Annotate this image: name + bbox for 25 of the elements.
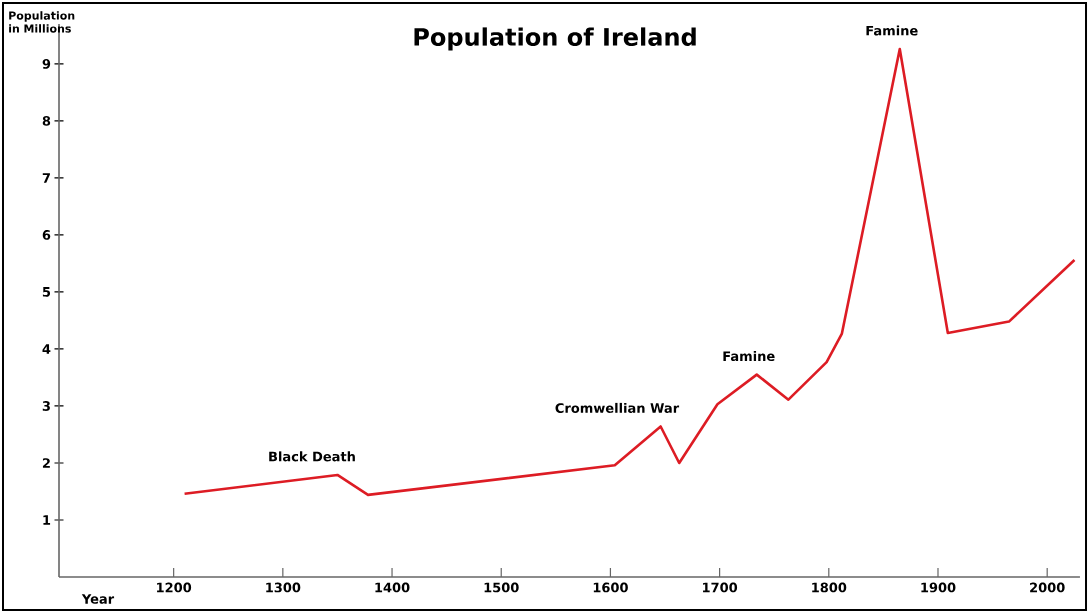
y-tick-label: 2 bbox=[42, 458, 50, 468]
chart-title: Population of Ireland bbox=[414, 27, 696, 51]
x-tick-label: 1900 bbox=[921, 582, 956, 593]
y-tick-label: 4 bbox=[42, 344, 51, 354]
x-tick-label: 1800 bbox=[812, 582, 847, 593]
x-tick-label: 2000 bbox=[1030, 582, 1065, 593]
annotation: Cromwellian War bbox=[555, 402, 680, 413]
y-axis-title: Population in Millions bbox=[9, 11, 75, 33]
x-tick-label: 1700 bbox=[702, 582, 738, 593]
annotation: Famine bbox=[866, 25, 918, 36]
y-tick-label: 7 bbox=[42, 173, 50, 183]
x-axis-title: Year bbox=[81, 594, 115, 604]
y-tick-label: 8 bbox=[42, 116, 51, 126]
x-tick-label: 1300 bbox=[266, 582, 301, 593]
annotation: Famine bbox=[723, 351, 775, 362]
y-tick-label: 5 bbox=[42, 287, 51, 297]
x-tick-label: 1400 bbox=[375, 582, 410, 593]
x-tick-label: 1200 bbox=[157, 582, 192, 593]
x-tick-label: 1600 bbox=[593, 582, 628, 593]
y-tick-label: 6 bbox=[42, 230, 51, 240]
y-tick-label: 1 bbox=[43, 515, 51, 525]
annotation: Black Death bbox=[269, 451, 355, 462]
y-tick-label: 3 bbox=[42, 401, 50, 411]
y-tick-label: 9 bbox=[42, 59, 51, 69]
x-tick-label: 1500 bbox=[484, 582, 519, 593]
